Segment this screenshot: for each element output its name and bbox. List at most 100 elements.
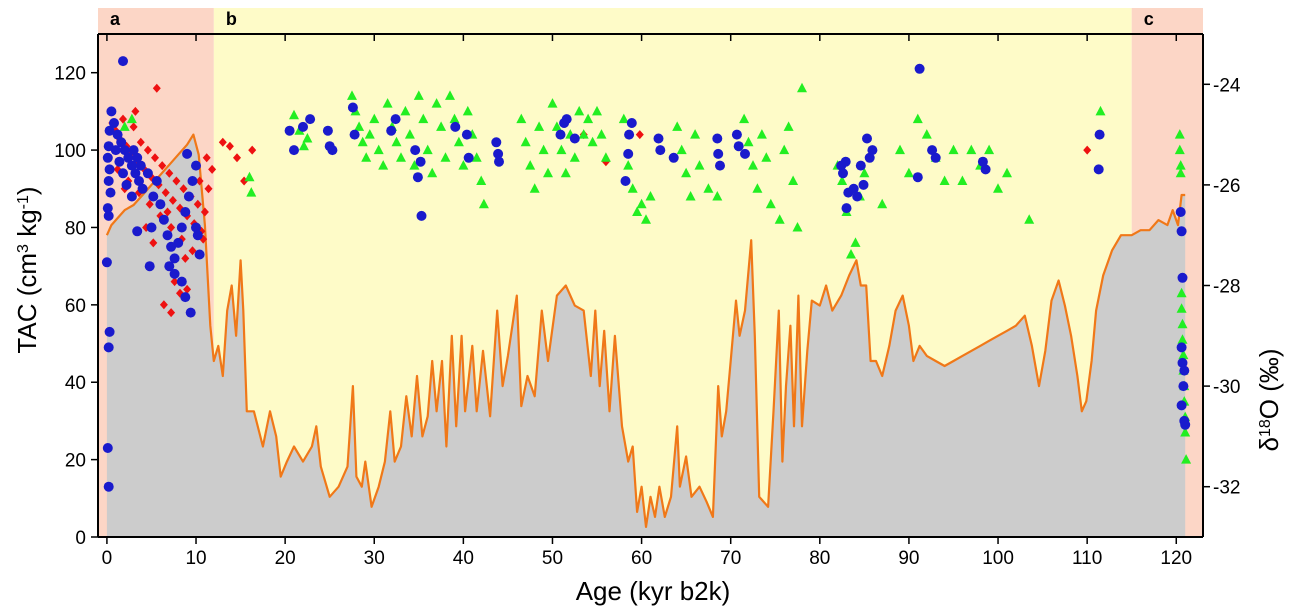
point-circle xyxy=(653,133,664,144)
y-tick-label: 80 xyxy=(65,218,86,239)
point-circle xyxy=(192,230,203,241)
point-diamond xyxy=(158,161,167,171)
point-circle xyxy=(119,145,130,156)
point-circle xyxy=(101,257,112,268)
point-circle xyxy=(852,191,863,202)
point-circle xyxy=(561,114,572,125)
point-circle xyxy=(176,222,187,233)
point-triangle xyxy=(354,121,365,131)
point-diamond xyxy=(167,308,176,318)
point-triangle xyxy=(783,121,794,131)
y2-tick-label: -32 xyxy=(1213,478,1240,499)
point-triangle xyxy=(126,113,137,124)
point-circle xyxy=(620,176,631,186)
point-circle xyxy=(169,253,180,264)
point-circle xyxy=(461,129,472,140)
point-circle xyxy=(1180,419,1191,430)
point-circle xyxy=(155,199,166,210)
point-circle xyxy=(118,168,128,179)
point-triangle xyxy=(957,175,968,185)
point-circle xyxy=(103,342,114,353)
point-triangle xyxy=(1174,144,1185,155)
x-tick-label: 40 xyxy=(453,548,474,569)
point-diamond xyxy=(225,141,234,151)
point-triangle xyxy=(912,113,923,124)
point-circle xyxy=(103,176,114,186)
point-circle xyxy=(134,176,144,186)
point-triangle xyxy=(600,152,611,162)
band-label-c: c xyxy=(1144,9,1154,29)
band-label-b: b xyxy=(226,9,237,29)
isotope-area xyxy=(105,133,1186,537)
point-triangle xyxy=(1177,334,1188,344)
point-triangle xyxy=(645,191,656,201)
point-circle xyxy=(109,118,119,128)
point-triangle xyxy=(685,191,696,201)
point-triangle xyxy=(739,113,750,124)
point-circle xyxy=(102,152,113,163)
point-triangle xyxy=(587,136,598,147)
point-circle xyxy=(977,156,988,167)
point-triangle xyxy=(895,144,905,155)
point-circle xyxy=(104,164,115,175)
point-triangle xyxy=(984,144,995,155)
point-diamond xyxy=(165,168,174,178)
point-circle xyxy=(298,121,308,132)
point-triangle xyxy=(1002,167,1012,178)
point-circle xyxy=(144,261,155,272)
point-triangle xyxy=(534,121,545,131)
point-circle xyxy=(733,141,744,152)
point-triangle xyxy=(1175,160,1186,170)
point-triangle xyxy=(413,90,424,100)
point-triangle xyxy=(1181,454,1192,464)
point-triangle xyxy=(574,105,585,116)
point-triangle xyxy=(418,113,429,124)
point-circle xyxy=(327,145,338,156)
point-circle xyxy=(116,137,127,148)
point-triangle xyxy=(445,90,455,100)
y-tick-label: 60 xyxy=(65,296,86,317)
point-triangle xyxy=(449,113,460,124)
x-tick-label: 50 xyxy=(542,548,563,569)
point-circle xyxy=(191,222,201,233)
x-tick-label: 30 xyxy=(364,548,385,569)
point-diamond xyxy=(161,188,170,198)
point-triangle xyxy=(560,167,571,178)
y2-tick-label: -24 xyxy=(1213,75,1241,96)
point-circle xyxy=(121,179,132,190)
point-circle xyxy=(864,152,875,163)
point-triangle xyxy=(520,136,531,147)
point-circle xyxy=(1094,129,1105,140)
point-triangle xyxy=(850,237,861,247)
point-circle xyxy=(162,230,173,241)
point-triangle xyxy=(1095,105,1106,116)
point-circle xyxy=(862,133,872,144)
point-circle xyxy=(102,443,113,453)
point-circle xyxy=(668,152,679,163)
point-diamond xyxy=(172,176,181,186)
point-triangle xyxy=(364,129,375,139)
point-circle xyxy=(106,106,117,117)
y2-tick-label: -30 xyxy=(1213,377,1240,398)
point-triangle xyxy=(788,175,799,185)
series-circle xyxy=(101,56,1191,492)
x-tick-label: 90 xyxy=(898,548,919,569)
point-circle xyxy=(164,261,175,272)
point-triangle xyxy=(694,160,705,170)
point-circle xyxy=(180,292,191,303)
point-circle xyxy=(713,148,724,159)
point-triangle xyxy=(641,214,651,224)
x-tick-label: 100 xyxy=(982,548,1014,569)
point-triangle xyxy=(1176,287,1187,298)
point-triangle xyxy=(400,105,411,116)
point-circle xyxy=(912,172,923,183)
point-diamond xyxy=(168,195,177,205)
point-triangle xyxy=(404,129,415,139)
point-triangle xyxy=(592,105,602,116)
point-triangle xyxy=(453,136,464,147)
point-diamond xyxy=(248,145,257,155)
point-triangle xyxy=(774,214,785,224)
point-circle xyxy=(126,191,137,202)
point-circle xyxy=(1176,226,1187,237)
